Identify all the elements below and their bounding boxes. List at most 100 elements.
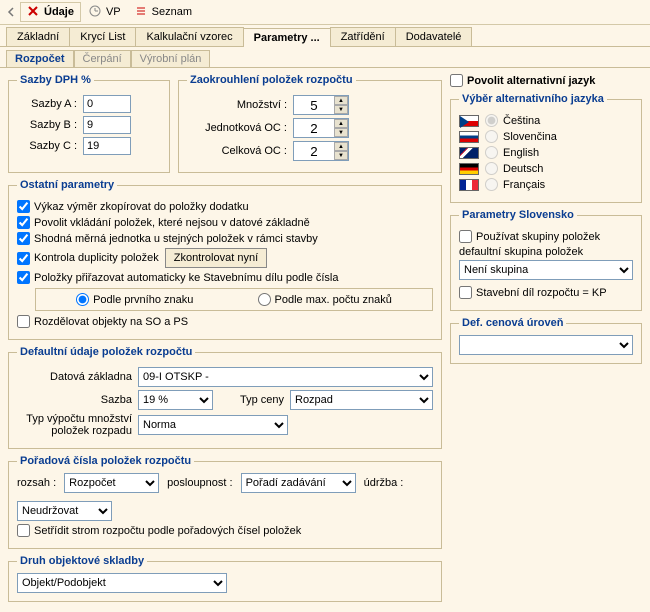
total-up[interactable]: ▲	[334, 142, 348, 151]
total-label: Celková OC :	[187, 145, 287, 157]
clock-icon	[89, 5, 103, 19]
total-down[interactable]: ▼	[334, 151, 348, 160]
toolbar-vp-label: VP	[106, 6, 121, 18]
objtype-select[interactable]: Objekt/Podobjekt	[17, 573, 227, 593]
price-select[interactable]: Rozpad	[290, 390, 433, 410]
list-icon	[135, 5, 149, 19]
check-now-button[interactable]: Zkontrolovat nyní	[165, 248, 267, 268]
tab-dodavatele[interactable]: Dodavatelé	[395, 27, 473, 46]
altlang-legend: Výběr alternativního jazyka	[459, 93, 607, 105]
group-other: Ostatní parametry Výkaz výměr zkopírovat…	[8, 179, 442, 340]
radio-max-chars[interactable]: Podle max. počtu znaků	[258, 293, 392, 306]
tab-kalkulacni[interactable]: Kalkulační vzorec	[135, 27, 243, 46]
rate-select[interactable]: 19 %	[138, 390, 213, 410]
qty-spinner[interactable]: ▲▼	[293, 95, 349, 115]
flag-en-icon	[459, 147, 479, 159]
chk-sk-groups-label: Používat skupiny položek	[476, 231, 600, 243]
seq-label: posloupnost :	[167, 477, 232, 489]
vat-a-input[interactable]	[83, 95, 131, 113]
qty-up[interactable]: ▲	[334, 96, 348, 105]
chk-kontrola-label: Kontrola duplicity položek	[34, 252, 159, 264]
scope-label: rozsah :	[17, 477, 56, 489]
rate-label: Sazba	[17, 394, 132, 406]
chk-shodna-label: Shodná měrná jednotka u stejných položek…	[34, 233, 318, 245]
group-vat: Sazby DPH % Sazby A : Sazby B : Sazby C …	[8, 74, 170, 173]
back-icon[interactable]	[4, 5, 18, 19]
chk-sk-groups[interactable]: Používat skupiny položek	[459, 230, 600, 243]
calc-select[interactable]: Norma	[138, 415, 288, 435]
radio-first-char[interactable]: Podle prvního znaku	[76, 293, 193, 306]
chk-rozdelovat[interactable]: Rozdělovat objekty na SO a PS	[17, 315, 188, 328]
tab-zatrideni[interactable]: Zatřídění	[330, 27, 396, 46]
unit-input[interactable]	[294, 119, 334, 137]
chk-vykaz-label: Výkaz výměr zkopírovat do položky dodatk…	[34, 201, 249, 213]
group-order: Pořadová čísla položek rozpočtu rozsah :…	[8, 455, 442, 549]
main-tabs: Základní Krycí List Kalkulační vzorec Pa…	[0, 25, 650, 47]
calc-label: Typ výpočtu množství položek rozpadu	[17, 413, 132, 437]
chk-auto-label: Položky přiřazovat automaticky ke Staveb…	[34, 272, 338, 284]
chk-auto-assign[interactable]: Položky přiřazovat automaticky ke Staveb…	[17, 271, 338, 284]
radio-max-label: Podle max. počtu znaků	[275, 294, 392, 306]
sk-default-select[interactable]: Není skupina	[459, 260, 633, 280]
tab-kryci-list[interactable]: Krycí List	[69, 27, 136, 46]
maint-select[interactable]: Neudržovat	[17, 501, 112, 521]
price-label: Typ ceny	[219, 394, 284, 406]
sk-legend: Parametry Slovensko	[459, 209, 577, 221]
lang-de[interactable]: Deutsch	[459, 162, 633, 175]
vat-b-label: Sazby B :	[17, 119, 77, 131]
chk-sort-label: Setřídit strom rozpočtu podle pořadových…	[34, 525, 301, 537]
qty-label: Množství :	[187, 99, 287, 111]
db-select[interactable]: 09-I OTSKP -	[138, 367, 433, 387]
chk-kontrola-duplicity[interactable]: Kontrola duplicity položek	[17, 252, 159, 265]
vat-legend: Sazby DPH %	[17, 74, 94, 86]
lang-fr[interactable]: Français	[459, 178, 633, 191]
red-x-icon	[27, 5, 41, 19]
unit-spinner[interactable]: ▲▼	[293, 118, 349, 138]
subtab-vyrobni-plan[interactable]: Výrobní plán	[131, 50, 211, 67]
chk-vykaz[interactable]: Výkaz výměr zkopírovat do položky dodatk…	[17, 200, 249, 213]
group-defaults: Defaultní údaje položek rozpočtu Datová …	[8, 346, 442, 449]
vat-b-input[interactable]	[83, 116, 131, 134]
toolbar-vp[interactable]: VP	[83, 3, 127, 21]
lang-sk[interactable]: Slovenčina	[459, 130, 633, 143]
subtab-rozpocet[interactable]: Rozpočet	[6, 50, 74, 67]
total-input[interactable]	[294, 142, 334, 160]
flag-cz-icon	[459, 115, 479, 127]
chk-sk-kp[interactable]: Stavební díl rozpočtu = KP	[459, 286, 607, 299]
toolbar-udaje[interactable]: Údaje	[20, 2, 81, 22]
group-rounding: Zaokrouhlení položek rozpočtu Množství :…	[178, 74, 442, 173]
total-spinner[interactable]: ▲▼	[293, 141, 349, 161]
assign-mode-group: Podle prvního znaku Podle max. počtu zna…	[35, 288, 433, 311]
chk-sk-kp-label: Stavební díl rozpočtu = KP	[476, 287, 607, 299]
unit-up[interactable]: ▲	[334, 119, 348, 128]
unit-down[interactable]: ▼	[334, 128, 348, 137]
chk-altlang[interactable]: Povolit alternativní jazyk	[450, 74, 642, 87]
radio-first-label: Podle prvního znaku	[93, 294, 193, 306]
vat-c-input[interactable]	[83, 137, 131, 155]
chk-shodna-jednotka[interactable]: Shodná měrná jednotka u stejných položek…	[17, 232, 318, 245]
chk-altlang-label: Povolit alternativní jazyk	[467, 75, 595, 87]
chk-povolit-vkladani[interactable]: Povolit vkládání položek, které nejsou v…	[17, 216, 310, 229]
flag-fr-icon	[459, 179, 479, 191]
chk-sort-tree[interactable]: Setřídit strom rozpočtu podle pořadových…	[17, 524, 301, 537]
qty-input[interactable]	[294, 96, 334, 114]
vat-c-label: Sazby C :	[17, 140, 77, 152]
lang-en[interactable]: English	[459, 146, 633, 159]
main-toolbar: Údaje VP Seznam	[0, 0, 650, 25]
db-label: Datová základna	[17, 371, 132, 383]
toolbar-udaje-label: Údaje	[44, 6, 74, 18]
seq-select[interactable]: Pořadí zadávání	[241, 473, 356, 493]
toolbar-seznam[interactable]: Seznam	[129, 3, 198, 21]
sk-default-label: defaultní skupina položek	[459, 246, 633, 258]
lang-cz[interactable]: Čeština	[459, 114, 633, 127]
pricelevel-select[interactable]	[459, 335, 633, 355]
scope-select[interactable]: Rozpočet	[64, 473, 159, 493]
toolbar-seznam-label: Seznam	[152, 6, 192, 18]
group-objtype: Druh objektové skladby Objekt/Podobjekt	[8, 555, 442, 602]
maint-label: údržba :	[364, 477, 404, 489]
tab-parametry[interactable]: Parametry ...	[243, 28, 331, 47]
tab-zakladni[interactable]: Základní	[6, 27, 70, 46]
group-pricelevel: Def. cenová úroveň	[450, 317, 642, 364]
qty-down[interactable]: ▼	[334, 105, 348, 114]
subtab-cerpani[interactable]: Čerpání	[74, 50, 131, 67]
